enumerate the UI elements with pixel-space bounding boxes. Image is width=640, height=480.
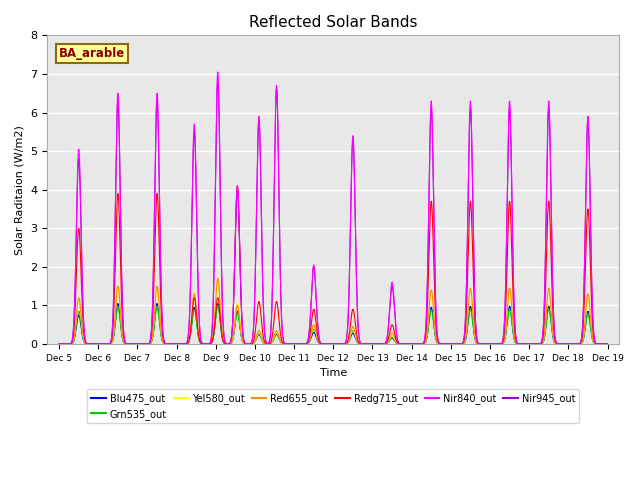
Y-axis label: Solar Raditaion (W/m2): Solar Raditaion (W/m2) — [15, 125, 25, 254]
Title: Reflected Solar Bands: Reflected Solar Bands — [249, 15, 417, 30]
X-axis label: Time: Time — [320, 368, 347, 378]
Legend: Blu475_out, Grn535_out, Yel580_out, Red655_out, Redg715_out, Nir840_out, Nir945_: Blu475_out, Grn535_out, Yel580_out, Red6… — [88, 389, 579, 423]
Text: BA_arable: BA_arable — [59, 47, 125, 60]
